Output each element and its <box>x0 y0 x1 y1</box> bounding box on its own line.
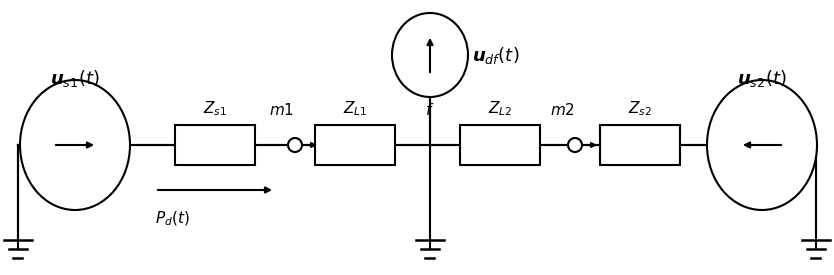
Text: $m1$: $m1$ <box>269 102 294 118</box>
Text: $\boldsymbol{u}_{df}(t)$: $\boldsymbol{u}_{df}(t)$ <box>472 45 520 65</box>
Text: $Z_{s2}$: $Z_{s2}$ <box>628 99 652 118</box>
Text: $P_d(t)$: $P_d(t)$ <box>155 210 190 229</box>
Text: $Z_{s1}$: $Z_{s1}$ <box>203 99 227 118</box>
Text: $m2$: $m2$ <box>550 102 575 118</box>
Circle shape <box>288 138 302 152</box>
Text: $Z_{L1}$: $Z_{L1}$ <box>343 99 367 118</box>
Bar <box>600 125 680 165</box>
Ellipse shape <box>392 13 468 97</box>
Text: $f$: $f$ <box>425 102 435 118</box>
Bar <box>175 125 255 165</box>
Ellipse shape <box>707 80 817 210</box>
Text: $\boldsymbol{u}_{s2}(t)$: $\boldsymbol{u}_{s2}(t)$ <box>737 68 786 89</box>
Bar <box>460 125 540 165</box>
Circle shape <box>568 138 582 152</box>
Text: $\boldsymbol{u}_{s1}(t)$: $\boldsymbol{u}_{s1}(t)$ <box>50 68 100 89</box>
Ellipse shape <box>20 80 130 210</box>
Bar <box>315 125 395 165</box>
Text: $Z_{L2}$: $Z_{L2}$ <box>488 99 512 118</box>
